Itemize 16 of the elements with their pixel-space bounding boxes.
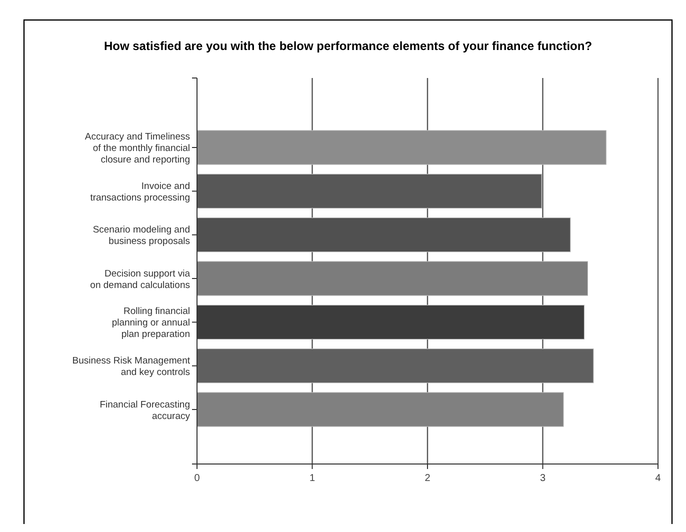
y-tick-label: Accuracy and Timeliness of the monthly financial closure and reporting: [84, 131, 190, 166]
y-tick-label: Business Risk Management and key controls: [72, 356, 190, 378]
y-tick-label: Scenario modeling and business proposals: [92, 224, 190, 248]
bar: [196, 261, 588, 296]
x-tick-label: 3: [540, 473, 546, 484]
y-tick-label: Financial Forecasting accuracy: [100, 399, 190, 422]
bar: [196, 130, 606, 165]
y-tick-label: Rolling financial planning or annual plan preparation: [112, 306, 190, 340]
bar: [196, 392, 564, 427]
x-tick-label: 4: [655, 473, 662, 484]
y-tick-label: Invoice and transactions processing: [90, 180, 190, 204]
x-tick-label: 1: [309, 473, 316, 484]
x-tick-label: 0: [194, 473, 200, 484]
x-tick-label: 2: [424, 473, 431, 484]
y-tick-label: Decision support via on demand calculations: [90, 268, 191, 291]
chart-title: How satisfied are you with the below performance elements of your finance function?: [104, 39, 592, 53]
